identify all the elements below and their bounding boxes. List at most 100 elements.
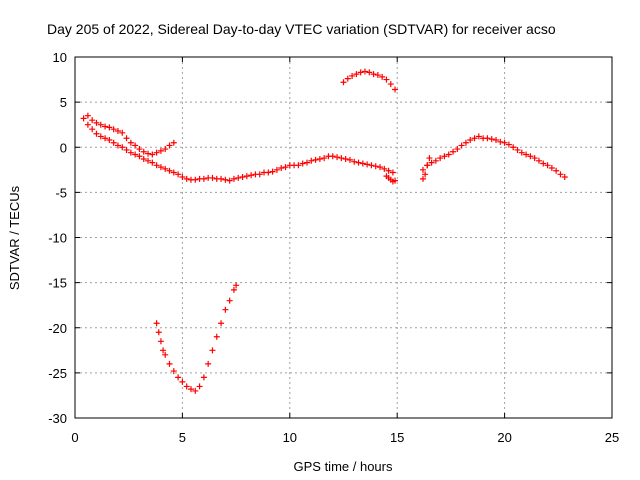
data-point-arc-main: [183, 175, 190, 182]
data-point-arc-evening: [467, 137, 474, 144]
data-point-arc-evening: [523, 151, 530, 158]
data-point-arc-evening: [493, 137, 500, 144]
data-point-arc-main: [239, 174, 246, 181]
data-point-arc-main: [265, 169, 272, 176]
data-point-arc-early-upper: [93, 119, 100, 126]
x-tick-label: 20: [497, 430, 511, 445]
data-point-arc-low: [209, 347, 216, 354]
data-marks: [80, 68, 568, 394]
data-point-arc-main: [381, 165, 388, 172]
data-point-arc-low: [155, 329, 162, 336]
data-point-arc-low: [187, 386, 194, 393]
data-point-arc-early-upper: [153, 149, 160, 156]
data-point-arc-early-upper: [145, 150, 152, 157]
data-point-arc-evening: [454, 146, 461, 153]
data-point-arc-main: [102, 135, 109, 142]
data-point-arc-low: [162, 351, 169, 358]
data-point-arc-main: [153, 162, 160, 169]
data-point-arc-evening: [462, 139, 469, 146]
data-point-arc-early-upper: [89, 117, 96, 124]
data-point-arc-early-upper: [162, 146, 169, 153]
data-point-arc-low: [160, 347, 167, 354]
data-point-arc-late: [392, 177, 399, 184]
data-point-arc-evening: [419, 166, 426, 173]
data-point-arc-evening: [445, 151, 452, 158]
data-point-arc-main: [282, 164, 289, 171]
data-point-arc-main: [346, 156, 353, 163]
data-point-arc-low: [213, 333, 220, 340]
data-point-arc-main: [119, 144, 126, 151]
data-point-arc-low: [222, 306, 229, 313]
data-point-arc-main: [218, 175, 225, 182]
data-point-arc-high: [349, 72, 356, 79]
data-point-arc-low: [230, 286, 237, 293]
data-point-arc-early-upper: [136, 146, 143, 153]
data-point-arc-main: [149, 159, 156, 166]
data-point-arc-early-upper: [110, 126, 117, 133]
data-point-arc-evening: [557, 171, 564, 178]
x-tick-label: 25: [605, 430, 619, 445]
y-tick-label: -20: [48, 321, 67, 336]
data-point-arc-early-upper: [119, 129, 126, 136]
data-point-arc-low: [153, 320, 160, 327]
data-point-arc-main: [110, 139, 117, 146]
data-point-arc-main: [372, 163, 379, 170]
data-point-arc-main: [209, 174, 216, 181]
y-tick-label: -30: [48, 411, 67, 426]
data-point-arc-main: [385, 167, 392, 174]
data-point-arc-low: [218, 320, 225, 327]
data-point-arc-evening: [484, 135, 491, 142]
data-point-arc-main: [157, 164, 164, 171]
data-point-arc-low: [179, 378, 186, 385]
data-point-arc-main: [136, 153, 143, 160]
data-point-arc-low: [200, 374, 207, 381]
data-point-arc-main: [334, 154, 341, 161]
data-point-arc-evening: [514, 146, 521, 153]
data-point-arc-high: [344, 75, 351, 82]
y-tick-label: -10: [48, 231, 67, 246]
data-point-arc-low: [183, 383, 190, 390]
data-point-arc-evening: [527, 153, 534, 160]
data-point-arc-main: [321, 155, 328, 162]
data-point-arc-main: [355, 159, 362, 166]
chart-title: Day 205 of 2022, Sidereal Day-to-day VTE…: [47, 21, 556, 37]
data-point-arc-main: [303, 159, 310, 166]
data-point-arc-low: [192, 387, 199, 394]
data-point-arc-main: [200, 175, 207, 182]
data-point-arc-main: [140, 155, 147, 162]
data-point-arc-evening: [458, 142, 465, 149]
data-point-arc-high: [370, 71, 377, 78]
data-point-arc-high: [361, 68, 368, 75]
data-point-arc-high: [392, 86, 399, 93]
data-point-arc-evening-start: [426, 155, 433, 162]
data-point-arc-main: [93, 130, 100, 137]
data-point-arc-main: [312, 156, 319, 163]
data-point-arc-main: [377, 164, 384, 171]
data-point-arc-evening: [437, 155, 444, 162]
x-axis-label: GPS time / hours: [294, 459, 393, 474]
data-point-arc-evening: [428, 159, 435, 166]
data-point-arc-high: [379, 73, 386, 80]
data-point-arc-evening: [544, 162, 551, 169]
data-point-arc-evening: [561, 174, 568, 181]
data-point-arc-early-upper: [170, 139, 177, 146]
data-point-arc-main: [89, 126, 96, 133]
data-point-arc-high: [387, 81, 394, 88]
data-point-arc-early-upper: [84, 112, 91, 119]
tick-labels: 0 5 10 15 20 25 10 5 0 -5 -10 -15 -20 -25 -30: [48, 50, 619, 445]
data-point-arc-early-upper: [149, 151, 156, 158]
data-point-arc-main: [308, 157, 315, 164]
data-point-arc-low: [196, 383, 203, 390]
data-point-arc-low: [157, 338, 164, 345]
data-point-arc-evening: [548, 165, 555, 172]
x-tick-label: 0: [71, 430, 78, 445]
data-point-arc-main: [368, 162, 375, 169]
data-point-arc-main: [132, 151, 139, 158]
data-point-arc-main: [364, 161, 371, 168]
data-point-arc-evening-start: [422, 171, 429, 178]
data-point-arc-main: [273, 166, 280, 173]
data-point-arc-main: [192, 176, 199, 183]
data-point-arc-main: [329, 153, 336, 160]
data-point-arc-main: [162, 165, 169, 172]
data-point-arc-main: [166, 167, 173, 174]
